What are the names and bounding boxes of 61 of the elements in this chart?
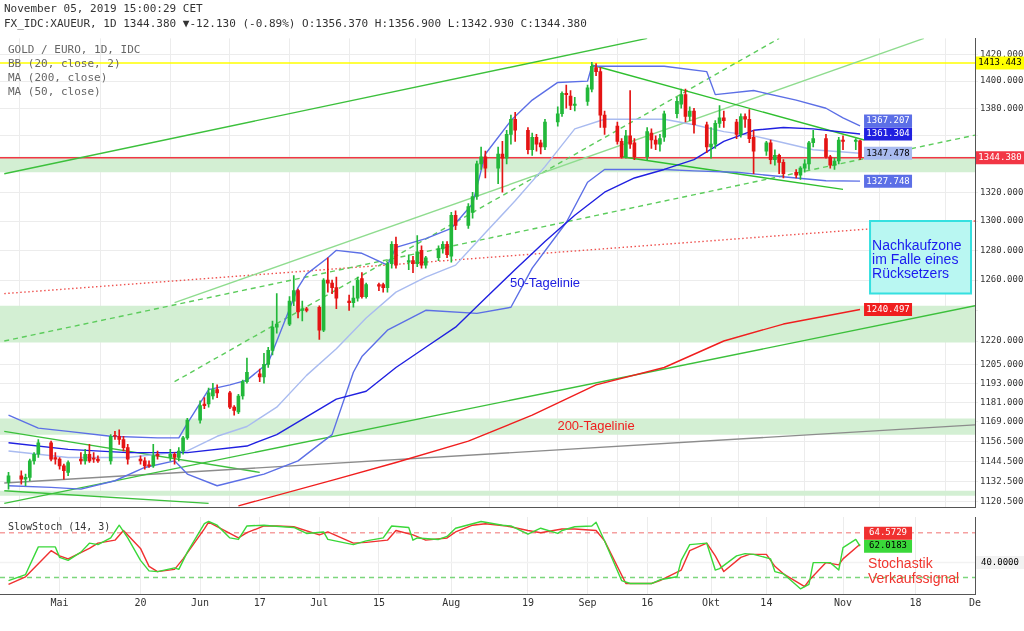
y-tick-label: 1380.000 [980, 102, 1024, 113]
data-label: 1327.748 [866, 175, 910, 186]
chart-title: November 05, 2019 15:00:29 CET [4, 1, 204, 16]
annotation: Stochastik Verkaufssignal [868, 555, 960, 587]
ref-line-label: 1413.443 [978, 57, 1022, 68]
y-tick-label: 1181.000 [980, 396, 1024, 407]
y-tick-label: 1144.500 [980, 456, 1024, 467]
data-label: 62.0183 [869, 540, 908, 551]
y-tick-label: 1280.000 [980, 244, 1024, 255]
candlestick [347, 294, 351, 311]
x-tick-label: Jul [310, 596, 329, 608]
x-tick-label: Okt [701, 596, 721, 608]
x-tick-label: 16 [641, 596, 654, 608]
y-tick-label: 1300.000 [980, 215, 1024, 226]
data-label: 1347.478 [866, 147, 910, 158]
x-tick-label: 20 [134, 596, 147, 608]
x-tick-label: Aug [442, 596, 461, 608]
band-label: Nachkaufzone im Falle eines Rücksetzers [872, 236, 962, 281]
y-tick-label: 1120.500 [980, 496, 1024, 507]
x-tick-label: 18 [909, 596, 922, 608]
y-tick-label: 1320.000 [980, 186, 1024, 197]
x-tick-label: Nov [833, 596, 853, 608]
candlestick [326, 257, 330, 293]
annotation: MA (50, close) [8, 85, 101, 99]
x-tick-label: 14 [760, 596, 773, 608]
data-label: 64.5729 [869, 527, 908, 538]
x-tick-label: 15 [372, 596, 385, 608]
data-label: 1367.207 [866, 115, 910, 126]
annotation: MA (200, close) [8, 71, 108, 85]
series-label: 200-Tagelinie [557, 418, 635, 434]
y-tick-label: 1156.500 [980, 436, 1024, 447]
ref-line-label: 1344.380 [978, 151, 1022, 162]
annotation: GOLD / EURO, 1D, IDC [8, 43, 141, 57]
candlestick [572, 97, 577, 112]
x-tick-label: Jun [191, 596, 210, 608]
data-label: 1361.304 [866, 128, 910, 139]
y-tick-label: 1260.000 [980, 274, 1024, 285]
y-tick-label: 1132.500 [980, 475, 1024, 486]
y-tick-label: 1169.000 [980, 416, 1024, 426]
candlestick [300, 300, 305, 322]
x-tick-label: 17 [253, 596, 266, 608]
candlestick [841, 135, 845, 151]
y-tick-label: 1193.000 [980, 377, 1024, 388]
candlestick [411, 255, 415, 273]
data-label: 1240.497 [866, 303, 910, 314]
x-tick-label: Mai [50, 596, 69, 608]
x-tick-label: De [968, 596, 982, 608]
y-tick-label: 1205.000 [980, 358, 1024, 369]
candlestick [853, 138, 858, 151]
y-tick-label: 1220.000 [980, 335, 1024, 346]
candlestick [564, 84, 569, 109]
candlestick [117, 429, 122, 445]
ref-line-label: 40.0000 [981, 556, 1019, 567]
x-tick-label: Sep [578, 596, 597, 608]
x-tick-label: 19 [521, 596, 534, 608]
chart-title: SlowStoch (14, 3) [8, 520, 111, 534]
candlestick [79, 452, 83, 465]
candlestick [721, 110, 726, 128]
chart-subtitle: FX_IDC:XAUEUR, 1D 1344.380 ▼-12.130 (-0.89%) O:1356.370 H:1356.900 L:1342.930 C:1344.380 [4, 16, 587, 31]
candlestick [406, 254, 411, 270]
y-tick-label: 1400.000 [980, 75, 1024, 86]
